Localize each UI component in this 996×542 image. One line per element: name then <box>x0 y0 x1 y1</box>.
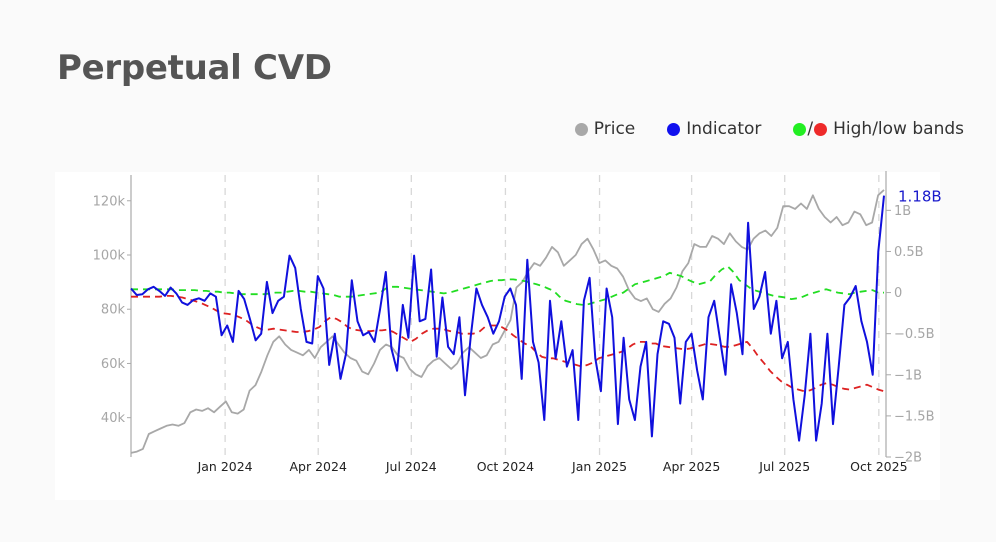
x-tick-label: Jan 2025 <box>571 459 627 474</box>
low-band-dot-icon <box>814 122 828 136</box>
right-tick-label: −1.5B <box>894 409 935 424</box>
legend-item-bands[interactable]: / High/low bands <box>793 119 964 139</box>
x-tick-label: Oct 2025 <box>850 459 907 474</box>
legend-item-indicator[interactable]: Indicator <box>667 119 761 139</box>
indicator-dot-icon <box>667 122 681 136</box>
x-tick-label: Jan 2024 <box>197 459 253 474</box>
legend-item-price[interactable]: Price <box>574 119 636 139</box>
x-tick-label: Oct 2024 <box>477 459 534 474</box>
chart-panel <box>55 172 940 500</box>
x-tick-label: Jul 2025 <box>758 459 810 474</box>
x-tick-label: Jul 2024 <box>385 459 437 474</box>
right-tick-label: −1B <box>894 368 922 383</box>
indicator-last-value-label: 1.18B <box>898 188 942 206</box>
x-tick-label: Apr 2024 <box>290 459 347 474</box>
x-gridlines <box>224 175 880 457</box>
chart-legend: Price Indicator / High/low bands <box>543 119 964 139</box>
right-tick-label: −0.5B <box>894 327 935 342</box>
right-tick-label: 0 <box>894 286 902 301</box>
right-tick-label: 1B <box>894 204 911 219</box>
tick-labels: Jan 2024 Apr 2024 Jul 2024 Oct 2024 Jan 2025… <box>93 188 942 474</box>
left-tick-label: 120k <box>93 194 126 209</box>
right-tick-label: 0.5B <box>894 245 924 260</box>
series-indicator <box>130 195 885 442</box>
legend-label-indicator: Indicator <box>686 119 762 139</box>
legend-label-price: Price <box>593 119 636 139</box>
legend-label-bands: High/low bands <box>833 119 964 139</box>
series-price <box>130 189 885 454</box>
series-lines <box>130 189 885 454</box>
series-high-band <box>131 265 884 306</box>
price-dot-icon <box>574 122 588 136</box>
page-title: Perpetual CVD <box>57 48 332 88</box>
axes <box>127 171 891 458</box>
x-tick-label: Apr 2025 <box>663 459 720 474</box>
left-tick-label: 100k <box>93 248 126 263</box>
legend-separator: / <box>807 119 814 139</box>
left-tick-label: 60k <box>101 357 126 372</box>
high-band-dot-icon <box>793 122 807 136</box>
series-low-band <box>131 294 885 393</box>
right-tick-label: −2B <box>894 451 922 466</box>
left-tick-label: 40k <box>101 411 126 426</box>
left-tick-label: 80k <box>101 303 126 318</box>
